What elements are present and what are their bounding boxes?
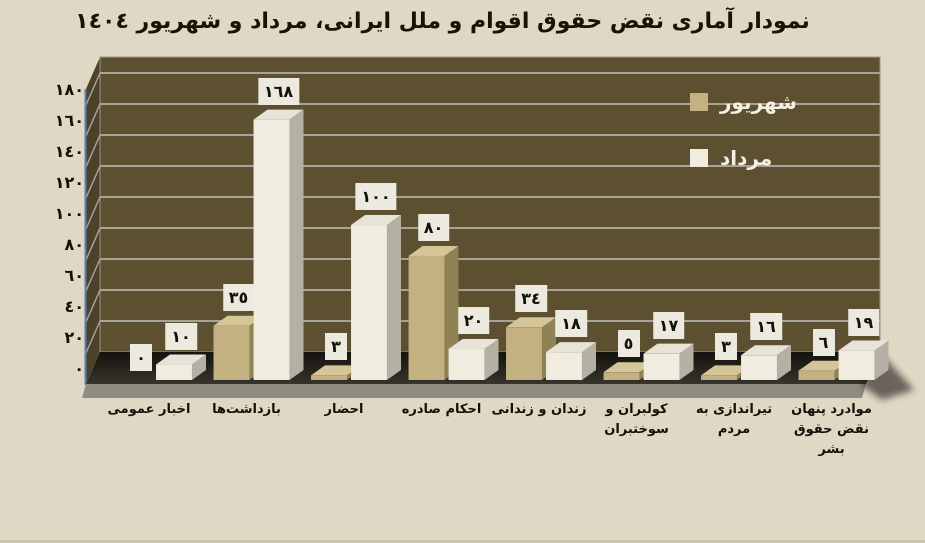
bar-mordad-1-side bbox=[289, 109, 304, 380]
bar-shahrivar-3-front bbox=[408, 255, 445, 381]
bar-mordad-7-front bbox=[838, 350, 875, 381]
bar-shahrivar-6-top bbox=[701, 365, 751, 376]
bar-mordad-1-front bbox=[253, 119, 290, 381]
bar-shahrivar-3-top bbox=[408, 246, 459, 256]
window-bottom-edge bbox=[0, 540, 925, 543]
legend-label-shahrivar: شهریور bbox=[720, 90, 797, 114]
bar-shahrivar-1-top bbox=[213, 315, 264, 326]
bar-shahrivar-7-front bbox=[798, 370, 835, 381]
legend-label-mordad: مرداد bbox=[720, 146, 773, 170]
value-label-mordad-4: ١٨ bbox=[555, 310, 587, 338]
gridline-side bbox=[85, 134, 101, 168]
value-label-mordad-7: ١٩ bbox=[847, 308, 880, 336]
bar-mordad-0-side bbox=[192, 354, 206, 380]
bar-mordad-4-top bbox=[546, 342, 596, 353]
y-tick-7: ١٤٠ bbox=[54, 142, 84, 161]
bar-shahrivar-1-front bbox=[213, 325, 250, 381]
bar-mordad-4-side bbox=[582, 342, 596, 380]
bar-mordad-6-side bbox=[777, 345, 791, 380]
bar-mordad-0-top bbox=[156, 354, 206, 365]
category-label-2: احضار bbox=[324, 402, 364, 417]
gridline-side bbox=[85, 196, 101, 230]
bar-shahrivar-2-front bbox=[310, 375, 348, 381]
y-tick-1: ٢٠ bbox=[64, 328, 84, 347]
y-tick-4: ٨٠ bbox=[64, 235, 84, 254]
y-tick-8: ١٦٠ bbox=[54, 111, 84, 130]
legend-item-mordad: مرداد bbox=[690, 146, 797, 170]
bar-mordad-7-side bbox=[874, 340, 889, 380]
bar-mordad-7-top bbox=[838, 340, 889, 351]
bar-mordad-2-side bbox=[387, 215, 401, 380]
legend-item-shahrivar: شهریور bbox=[690, 90, 797, 114]
bar-mordad-6-top bbox=[741, 345, 791, 356]
bar-mordad-2-front bbox=[350, 224, 388, 381]
y-tick-0: ٠ bbox=[74, 359, 84, 378]
y-tick-2: ٤٠ bbox=[64, 297, 84, 316]
value-label-shahrivar-5: ٥ bbox=[617, 330, 640, 358]
bar-shahrivar-7-top bbox=[798, 360, 849, 371]
y-tick-3: ٦٠ bbox=[64, 266, 84, 285]
legend: شهریور مرداد bbox=[690, 90, 797, 170]
plot-side-wall bbox=[86, 57, 100, 384]
bar-mordad-4-front bbox=[545, 351, 583, 381]
gridline-side bbox=[85, 320, 101, 354]
value-label-mordad-0: ١٠ bbox=[165, 322, 197, 350]
value-label-mordad-1: ١٦٨ bbox=[257, 77, 300, 105]
category-label-1: بازداشت‌ها bbox=[212, 402, 281, 417]
bar-mordad-1-top bbox=[253, 109, 304, 120]
value-label-shahrivar-4: ٣٤ bbox=[515, 285, 547, 313]
value-label-mordad-5: ١٧ bbox=[652, 311, 685, 339]
category-label-6: تیراندازی به مردم bbox=[695, 402, 773, 438]
bar-mordad-0-front bbox=[155, 364, 193, 381]
category-label-7: موادرد پنهان نقض حقوق بشر bbox=[791, 402, 872, 458]
category-label-0: اخبار عمومی bbox=[107, 402, 191, 417]
category-label-5: کولبران و سوختبران bbox=[604, 402, 669, 438]
value-label-shahrivar-6: ٣ bbox=[715, 333, 737, 361]
legend-swatch-shahrivar bbox=[690, 93, 708, 111]
plot-floor-front bbox=[82, 384, 866, 398]
value-label-shahrivar-3: ٨٠ bbox=[417, 214, 450, 241]
bar-mordad-3-side bbox=[484, 339, 499, 380]
value-label-mordad-2: ١٠٠ bbox=[355, 183, 397, 210]
bar-mordad-5-front bbox=[643, 353, 680, 381]
value-label-mordad-3: ٢٠ bbox=[457, 307, 490, 334]
category-label-3: احکام صادره bbox=[401, 402, 482, 417]
bar-mordad-2-top bbox=[351, 215, 401, 225]
chart-title: نمودار آماری نقض حقوق اقوام و ملل ایرانی… bbox=[75, 9, 810, 34]
gridline-side bbox=[85, 227, 101, 261]
bar-mordad-5-side bbox=[679, 343, 694, 380]
gridline-side bbox=[85, 165, 101, 199]
value-label-mordad-6: ١٦ bbox=[750, 313, 782, 341]
bar-shahrivar-5-top bbox=[603, 362, 654, 373]
gridline-side bbox=[85, 289, 101, 323]
bar-shahrivar-5-front bbox=[603, 372, 640, 381]
bar-shahrivar-6-front bbox=[700, 375, 738, 381]
value-label-shahrivar-2: ٣ bbox=[325, 333, 347, 361]
bar-mordad-5-top bbox=[643, 343, 694, 354]
value-label-shahrivar-1: ٣٥ bbox=[222, 283, 255, 311]
gridline-side bbox=[85, 103, 101, 137]
bar-shahrivar-4-top bbox=[506, 317, 556, 328]
value-label-shahrivar-0: ٠ bbox=[130, 344, 152, 371]
value-label-shahrivar-7: ٦ bbox=[812, 328, 835, 356]
y-tick-5: ١٠٠ bbox=[54, 204, 84, 223]
category-label-4: زندان و زندانی bbox=[491, 402, 587, 417]
gridline-side bbox=[85, 258, 101, 292]
legend-swatch-mordad bbox=[690, 149, 708, 167]
bar-shahrivar-2-top bbox=[311, 365, 361, 376]
gridline-side bbox=[85, 72, 101, 106]
bar-mordad-3-front bbox=[448, 348, 485, 381]
bar-shahrivar-4-front bbox=[505, 327, 543, 381]
bar-mordad-3-top bbox=[448, 339, 499, 349]
y-tick-9: ١٨٠ bbox=[54, 80, 84, 99]
y-tick-6: ١٢٠ bbox=[54, 173, 84, 192]
bar-mordad-6-front bbox=[740, 354, 778, 381]
